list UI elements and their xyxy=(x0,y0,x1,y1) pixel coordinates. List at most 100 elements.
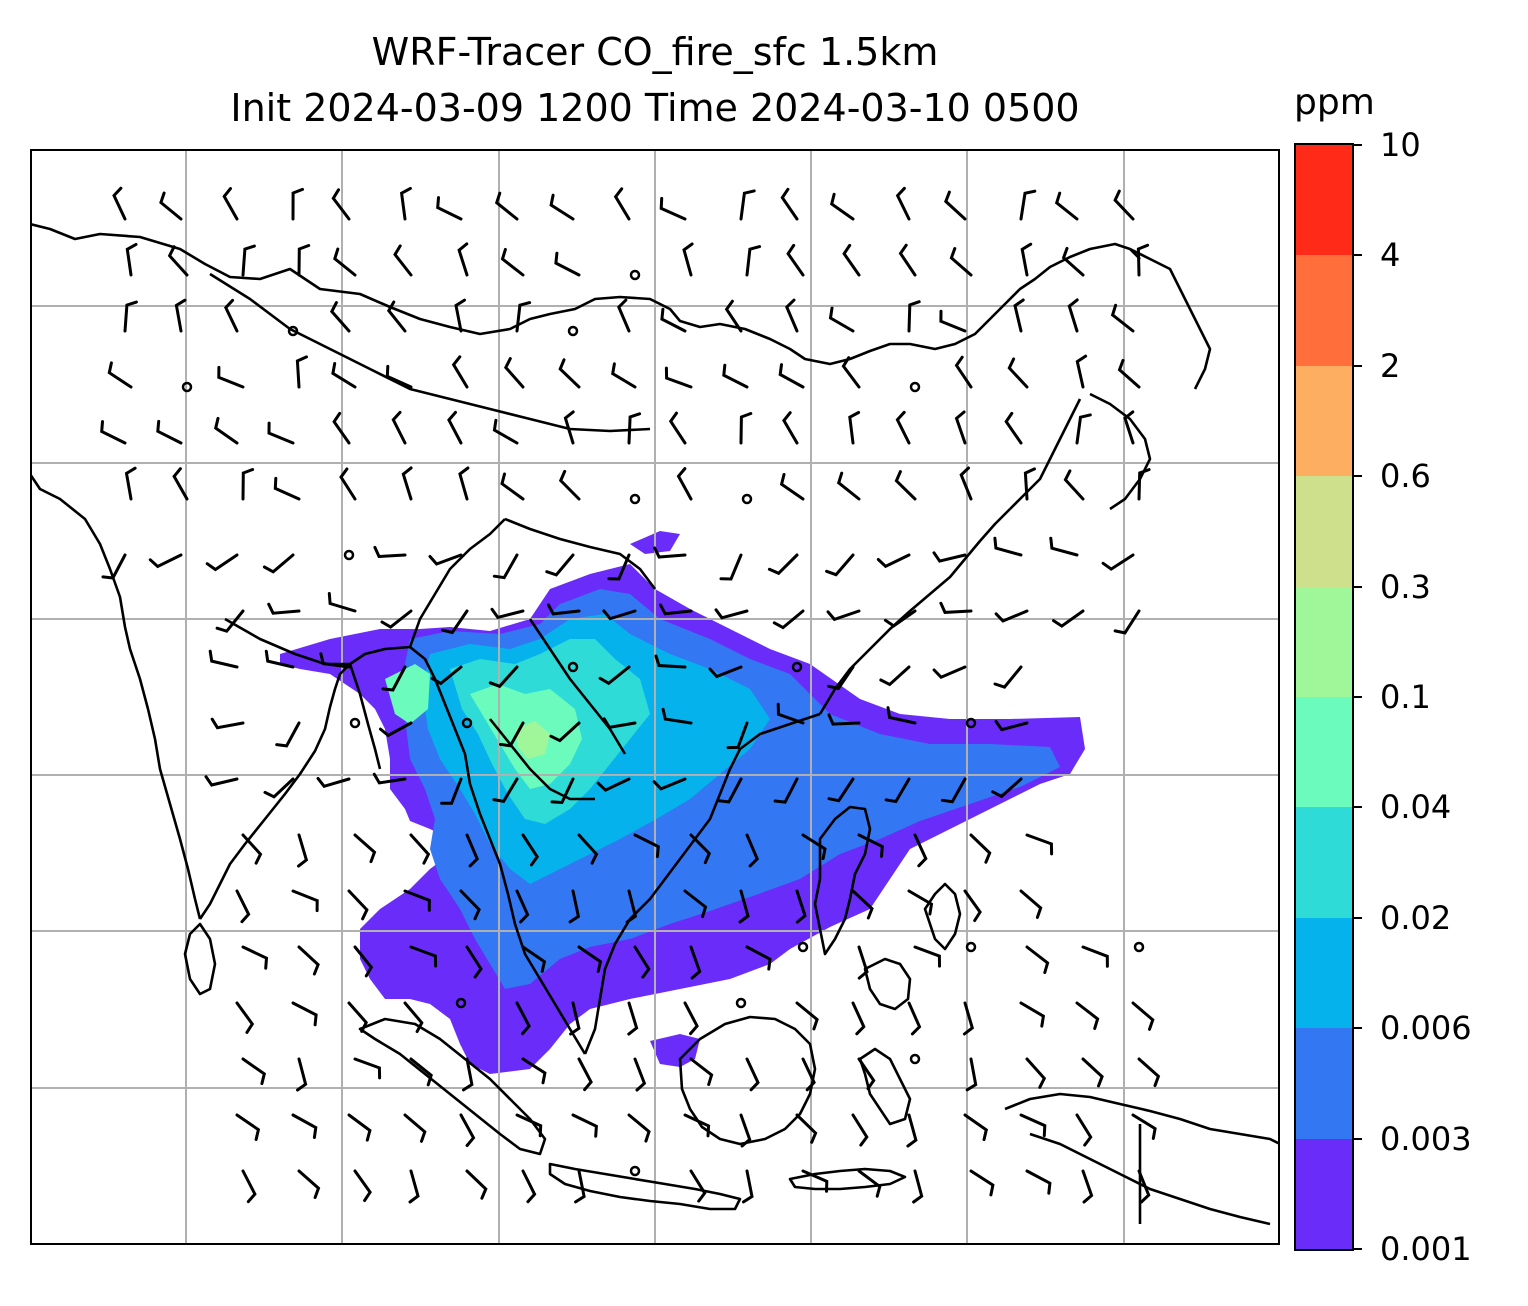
wind-barb xyxy=(1019,189,1037,221)
wind-barb xyxy=(148,553,183,569)
wind-barb xyxy=(939,309,967,333)
map-canvas[interactable] xyxy=(30,149,1280,1245)
wind-barb xyxy=(851,1113,869,1147)
wind-barb xyxy=(907,300,921,333)
wind-barb xyxy=(1052,609,1085,628)
wind-barb xyxy=(459,1113,476,1147)
wind-barb xyxy=(465,945,483,979)
wind-barb xyxy=(633,833,660,858)
wind-barb xyxy=(403,1001,424,1034)
wind-barb xyxy=(569,1001,581,1036)
wind-barb xyxy=(949,247,973,277)
wind-barb xyxy=(1049,536,1079,557)
wind-barb xyxy=(172,467,189,501)
wind-barb xyxy=(913,945,941,968)
wind-barb xyxy=(1081,1057,1104,1088)
wind-barb xyxy=(353,1057,382,1080)
wind-barb xyxy=(571,1113,598,1138)
wind-barb xyxy=(1137,468,1151,501)
wind-barb xyxy=(1067,298,1079,333)
wind-barb xyxy=(907,889,934,916)
wind-barb xyxy=(627,412,642,445)
wind-barb xyxy=(1081,945,1109,968)
coastline-new-guinea-south xyxy=(1029,1132,1271,1226)
wind-barb xyxy=(454,298,466,333)
wind-barb xyxy=(112,186,127,221)
wind-barb xyxy=(627,1113,651,1143)
calm-wind-marker xyxy=(791,661,803,673)
wind-barb xyxy=(399,186,412,221)
wind-barb xyxy=(124,466,137,501)
wind-barb xyxy=(500,247,525,277)
wind-barb xyxy=(319,652,351,669)
wind-barb xyxy=(241,1057,267,1086)
wind-barb xyxy=(521,945,547,973)
wind-barb xyxy=(857,1057,876,1091)
wind-barb xyxy=(596,777,631,792)
wind-barb xyxy=(316,776,351,789)
wind-barb xyxy=(264,649,295,669)
coastline-sumatra xyxy=(358,1017,547,1156)
wind-barb xyxy=(393,244,413,277)
wind-barb xyxy=(772,609,805,630)
wind-barb xyxy=(329,301,351,333)
wind-barb xyxy=(851,1001,866,1036)
wind-barb xyxy=(745,1057,760,1092)
wind-barb xyxy=(714,608,749,620)
wind-barb xyxy=(409,833,431,865)
wind-barb xyxy=(1025,1169,1052,1195)
wind-barb xyxy=(235,1001,255,1034)
map-panel[interactable] xyxy=(30,149,1280,1245)
wind-barb xyxy=(965,1057,978,1092)
wind-barb xyxy=(459,889,481,921)
wind-barb xyxy=(451,355,469,389)
colorbar-segment-0 xyxy=(1296,1138,1352,1249)
wind-barb xyxy=(689,833,712,865)
colorbar-tick-label: 0.02 xyxy=(1380,898,1452,937)
wind-barb xyxy=(347,1001,368,1033)
wind-barb xyxy=(683,1113,711,1138)
colorbar-tick-label: 2 xyxy=(1380,346,1401,385)
wind-barb xyxy=(241,244,256,277)
wind-barb xyxy=(386,300,407,333)
wind-barb xyxy=(1061,246,1085,277)
wind-barb xyxy=(291,187,304,221)
wind-barb xyxy=(676,467,693,501)
wind-barb xyxy=(836,471,861,501)
wind-barb xyxy=(963,889,982,922)
wind-barb xyxy=(683,1001,699,1036)
wind-barb xyxy=(125,242,138,277)
colorbar-unit-label: ppm xyxy=(1294,82,1375,123)
wind-barb xyxy=(409,1057,433,1087)
wind-barb xyxy=(262,553,295,574)
wind-barb xyxy=(611,362,637,389)
wind-barb xyxy=(521,1057,547,1085)
wind-barb xyxy=(782,411,799,445)
wind-barb xyxy=(488,665,519,689)
border-mongolia xyxy=(209,272,651,433)
wind-barb xyxy=(689,1169,707,1203)
wind-barb xyxy=(492,418,519,445)
wind-barb xyxy=(241,945,269,970)
wind-barb xyxy=(208,649,239,669)
wind-barb xyxy=(515,1001,531,1036)
wind-barb xyxy=(436,196,463,221)
wind-barb xyxy=(577,833,599,865)
wind-barb xyxy=(492,553,519,580)
wind-barb xyxy=(883,609,917,628)
coastline-india xyxy=(30,473,202,920)
wind-barb xyxy=(653,546,687,559)
wind-barb xyxy=(801,1169,829,1193)
colorbar-tick-mark xyxy=(1352,585,1362,588)
wind-barb xyxy=(241,468,255,501)
calm-wind-marker xyxy=(1133,941,1145,953)
wind-barb xyxy=(385,364,413,389)
coastline-malay-peninsula xyxy=(463,753,587,1055)
wind-barb xyxy=(428,553,463,566)
wind-barb xyxy=(1113,189,1135,221)
coastline-new-guinea xyxy=(1004,1092,1280,1146)
wind-barb xyxy=(827,665,855,691)
wind-barb xyxy=(549,721,581,743)
colorbar-tick-mark xyxy=(1352,475,1362,478)
border-bangladesh xyxy=(348,663,382,770)
